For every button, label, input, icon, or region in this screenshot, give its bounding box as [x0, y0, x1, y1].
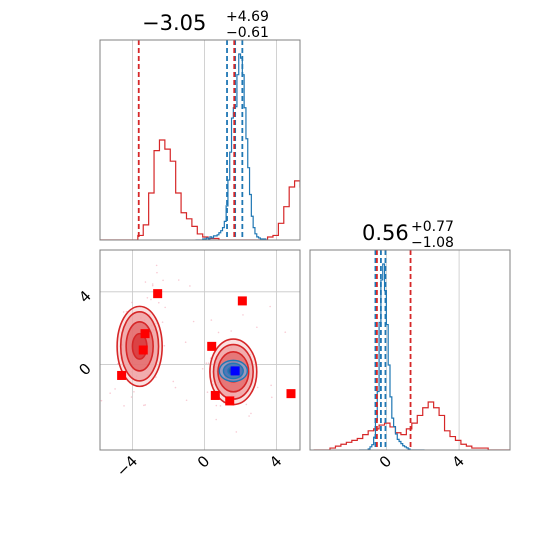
p2d-sample-point [205, 362, 208, 365]
title-param1-plus: +4.69 [226, 9, 269, 25]
x-tick-label-param2-0: 0 [376, 452, 395, 471]
hist-panel-param1 [99, 39, 301, 241]
scatter-panel-2d-frame [99, 249, 301, 451]
p2d-sample-point [122, 311, 125, 313]
p2d-sample-point [131, 301, 133, 304]
hist-panel-param2-frame [309, 249, 511, 451]
title-param1: −3.05 +4.69 −0.61 [142, 9, 269, 41]
p2d-sample-point [162, 279, 164, 282]
p2d-sample-point [123, 405, 125, 407]
title-param2: 0.56 +0.77 −1.08 [362, 219, 454, 251]
x-tick-label-param1-1: 0 [194, 452, 213, 471]
x-tick-label-param2-1: 4 [448, 452, 467, 471]
scatter-point-0 [153, 289, 163, 299]
title-param1-minus: −0.61 [226, 25, 269, 41]
p2d-sample-point [271, 396, 273, 399]
scatter-point-5 [117, 370, 127, 380]
p2d-sample-point [164, 306, 166, 309]
p2d-sample-point [100, 399, 103, 402]
p2d-sample-point [114, 388, 116, 390]
p2d-sample-point [269, 305, 271, 308]
p2d-sample-point [250, 412, 252, 415]
p2d-sample-point [130, 396, 133, 398]
p2d-sample-point [184, 341, 187, 344]
p2d-sample-point [128, 226, 130, 228]
p2d-sample-point [189, 285, 191, 287]
scatter-panel-2d [99, 226, 301, 451]
p2d-sample-point [215, 418, 218, 421]
p2d-sample-point [206, 391, 209, 394]
p2d-sample-point [144, 281, 147, 283]
p2d-sample-point [207, 362, 210, 364]
scatter-point-6 [210, 390, 220, 400]
h2-hist-series-a [359, 263, 425, 450]
scatter-point-1 [237, 296, 247, 306]
scatter-point-3 [138, 345, 148, 355]
p2d-sample-point [143, 404, 145, 407]
p2d-sample-point [146, 296, 149, 299]
p2d-sample-point [235, 431, 238, 433]
title-param1-value: −3.05 [142, 11, 206, 35]
p2d-sample-point [230, 330, 232, 332]
p2d-sample-point [151, 284, 154, 287]
p2d-sample-point [150, 298, 152, 301]
y-tick-label-param2-1: 4 [75, 287, 94, 306]
p2d-sample-point [192, 320, 195, 323]
p2d-sample-point [256, 326, 258, 329]
p2d-sample-point [219, 405, 222, 407]
p2d-sample-point [151, 283, 154, 285]
p2d-sample-point [161, 321, 164, 323]
x-tick-label-param1-2: 4 [266, 452, 285, 471]
p2d-sample-point [172, 380, 175, 383]
p2d-sample-point [201, 367, 204, 370]
p2d-sample-point [156, 271, 158, 274]
p2d-sample-point [157, 301, 160, 304]
scatter-point-7 [225, 396, 235, 406]
p2d-sample-point [144, 404, 147, 406]
p2d-sample-point [109, 392, 111, 394]
title-param2-plus: +0.77 [411, 219, 454, 235]
x-tick-label-param1-0: −4 [113, 452, 141, 480]
p2d-sample-point [217, 331, 220, 334]
p2d-sample-point [284, 331, 287, 333]
h1-hist-series-b [100, 139, 300, 240]
p2d-sample-point [248, 415, 250, 417]
title-param2-value: 0.56 [362, 221, 409, 245]
p2d-sample-point [174, 386, 177, 389]
scatter-point-8 [286, 389, 296, 399]
p2d-sample-point [270, 384, 272, 387]
hist-panel-param2 [309, 249, 511, 451]
p2d-sample-point [155, 264, 158, 267]
p2d-sample-point [155, 376, 157, 378]
title-param2-minus: −1.08 [411, 235, 454, 251]
p2d-sample-point [163, 344, 166, 347]
h2-hist-series-b [313, 401, 510, 450]
scatter-point-4 [207, 341, 217, 351]
h1-hist-series-a [195, 53, 268, 240]
p2d-sample-point [177, 279, 180, 281]
p2d-sample-point [256, 386, 259, 389]
p2d-sample-point [210, 319, 213, 321]
p2d-sample-point [215, 404, 218, 407]
y-tick-label-param2-0: 0 [75, 360, 94, 379]
p2d-sample-point [245, 403, 248, 406]
p2d-sample-point [242, 314, 244, 316]
p2d-sample-point [133, 390, 135, 393]
p2d-sample-point [185, 399, 188, 402]
truth-point [230, 366, 240, 376]
scatter-point-2 [140, 329, 150, 339]
hist-panel-param1-frame [99, 39, 301, 241]
